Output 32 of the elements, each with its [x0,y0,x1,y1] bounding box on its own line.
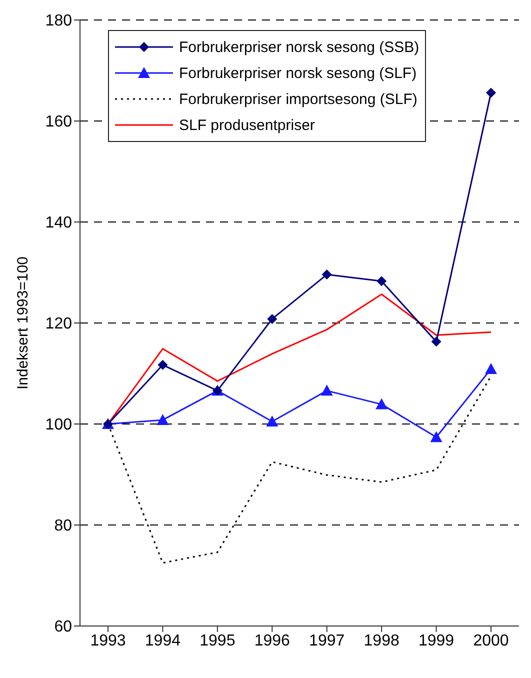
x-tick-label: 2000 [473,632,509,650]
legend-label: Forbrukerpriser norsk sesong (SSB) [179,38,420,56]
y-tick-label: 160 [45,114,72,131]
x-tick-label: 1993 [90,632,126,650]
x-tick-label: 1999 [418,632,454,650]
point [376,276,387,286]
legend-label: Forbrukerpriser norsk sesong (SLF) [179,64,417,82]
y-axis-title: Indeksert 1993=100 [14,256,32,390]
point [486,88,496,98]
point [156,414,169,425]
x-tick-label: 1994 [144,632,181,650]
point [431,336,442,347]
y-tick-label: 100 [45,416,72,434]
y-tick-label: 120 [45,316,72,333]
legend-label: Forbrukerpriser importsesong (SLF) [179,90,418,108]
y-tick-label: 60 [54,618,72,636]
x-tick-label: 1998 [364,632,400,650]
point [322,270,332,280]
x-tick-label: 1997 [309,632,345,650]
point [266,415,278,426]
point [158,360,168,370]
legend-label: SLF produsentpriser [179,116,315,134]
point [267,314,278,324]
y-tick-label: 180 [45,12,72,30]
y-tick-label: 80 [54,518,72,535]
point [430,431,442,442]
point [376,398,388,410]
x-tick-label: 1995 [200,632,236,650]
y-tick-label: 140 [45,214,72,232]
point [485,362,497,374]
point [320,384,333,396]
x-tick-label: 1996 [254,632,290,650]
